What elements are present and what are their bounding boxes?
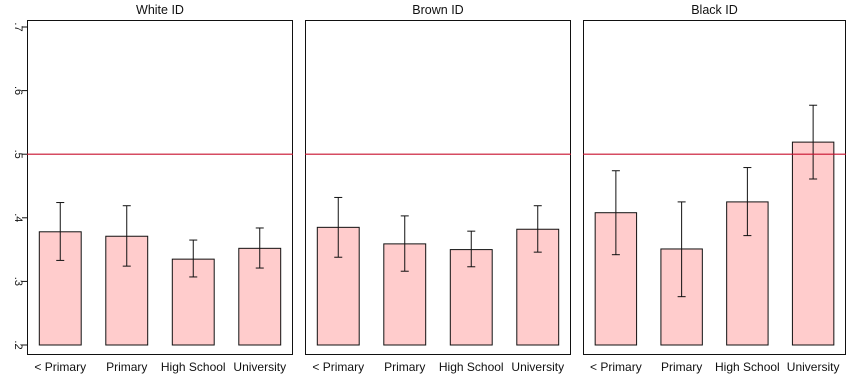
y-tick-label: .4 bbox=[12, 213, 24, 222]
y-tick-label: .7 bbox=[12, 22, 24, 31]
y-tick-label: .6 bbox=[12, 86, 24, 95]
panel-title: Brown ID bbox=[412, 3, 463, 17]
x-tick-label: High School bbox=[439, 360, 504, 374]
panel-frame bbox=[27, 20, 293, 355]
y-tick-label: .2 bbox=[12, 340, 24, 349]
y-axis: .2 .3 .4 .5 .6 .7 bbox=[12, 22, 27, 350]
x-tick-label: University bbox=[511, 360, 564, 374]
y-tick-label: .5 bbox=[12, 150, 24, 159]
panel-2: Brown ID < Primary Primary High School Unive… bbox=[305, 3, 571, 374]
x-tick-label: Primary bbox=[106, 360, 147, 374]
panel-frame bbox=[305, 20, 571, 355]
x-tick-label: < Primary bbox=[312, 360, 364, 374]
x-tick-label: < Primary bbox=[34, 360, 86, 374]
x-tick-label: University bbox=[233, 360, 286, 374]
y-tick-label: .3 bbox=[12, 277, 24, 286]
panel-title: Black ID bbox=[691, 3, 738, 17]
x-tick-label: High School bbox=[161, 360, 226, 374]
x-tick-label: Primary bbox=[384, 360, 425, 374]
x-tick-label: < Primary bbox=[590, 360, 642, 374]
x-tick-label: High School bbox=[715, 360, 780, 374]
x-tick-label: University bbox=[787, 360, 840, 374]
panel-1: White ID < Primary Primary High School Unive… bbox=[27, 3, 293, 374]
panel-title: White ID bbox=[136, 3, 184, 17]
x-tick-label: Primary bbox=[661, 360, 702, 374]
panel-3: Black ID < Primary Primary High School Unive… bbox=[583, 3, 846, 374]
